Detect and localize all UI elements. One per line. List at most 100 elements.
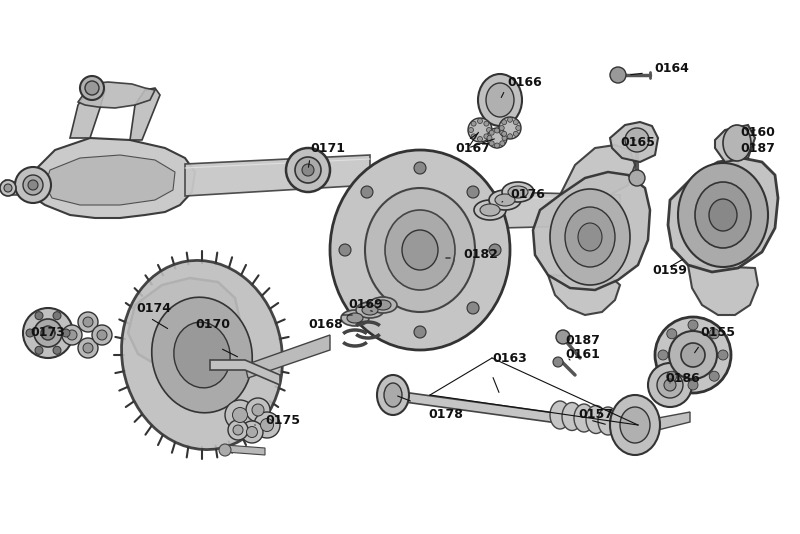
Circle shape xyxy=(225,400,255,430)
Circle shape xyxy=(629,170,645,186)
Circle shape xyxy=(710,329,719,339)
Circle shape xyxy=(414,326,426,338)
Circle shape xyxy=(468,118,492,142)
Circle shape xyxy=(666,329,677,339)
Circle shape xyxy=(15,167,51,203)
Circle shape xyxy=(507,134,513,139)
Circle shape xyxy=(35,312,43,320)
Ellipse shape xyxy=(365,188,475,312)
Circle shape xyxy=(83,317,93,327)
Circle shape xyxy=(489,141,494,146)
Circle shape xyxy=(295,157,321,183)
Circle shape xyxy=(553,357,563,367)
Text: 0187: 0187 xyxy=(565,334,600,347)
Ellipse shape xyxy=(695,182,751,248)
Text: 0163: 0163 xyxy=(492,351,526,365)
Circle shape xyxy=(502,136,507,140)
Ellipse shape xyxy=(678,163,768,267)
Circle shape xyxy=(688,320,698,330)
Ellipse shape xyxy=(362,305,378,315)
Circle shape xyxy=(681,343,705,367)
Circle shape xyxy=(657,372,683,398)
Ellipse shape xyxy=(723,125,751,161)
Circle shape xyxy=(41,326,55,340)
Circle shape xyxy=(494,143,499,148)
Ellipse shape xyxy=(347,313,363,323)
Circle shape xyxy=(500,130,505,135)
Circle shape xyxy=(246,427,258,437)
Text: 0186: 0186 xyxy=(665,372,700,384)
Circle shape xyxy=(688,380,698,390)
Ellipse shape xyxy=(508,186,528,198)
Circle shape xyxy=(484,121,489,126)
Text: 0160: 0160 xyxy=(740,127,775,139)
Circle shape xyxy=(500,141,505,146)
Polygon shape xyxy=(245,335,330,378)
Polygon shape xyxy=(388,390,572,425)
Circle shape xyxy=(361,186,373,198)
Text: 0167: 0167 xyxy=(455,142,490,154)
Ellipse shape xyxy=(174,322,230,388)
Circle shape xyxy=(83,343,93,353)
Circle shape xyxy=(0,180,16,196)
Ellipse shape xyxy=(369,297,397,313)
Text: 0174: 0174 xyxy=(136,302,171,315)
Polygon shape xyxy=(128,278,240,370)
Ellipse shape xyxy=(550,189,630,285)
Polygon shape xyxy=(548,275,620,315)
Circle shape xyxy=(666,371,677,381)
Ellipse shape xyxy=(489,190,521,210)
Circle shape xyxy=(62,325,82,345)
Polygon shape xyxy=(225,445,265,455)
Ellipse shape xyxy=(384,383,402,407)
Circle shape xyxy=(219,444,231,456)
Ellipse shape xyxy=(425,236,461,280)
Circle shape xyxy=(486,128,491,132)
Circle shape xyxy=(34,319,62,347)
Circle shape xyxy=(467,302,479,314)
Circle shape xyxy=(610,67,626,83)
Circle shape xyxy=(487,128,507,148)
Ellipse shape xyxy=(486,83,514,117)
Circle shape xyxy=(361,302,373,314)
Circle shape xyxy=(254,412,280,438)
Ellipse shape xyxy=(620,407,650,443)
Circle shape xyxy=(556,330,570,344)
Circle shape xyxy=(494,128,499,133)
Text: 0169: 0169 xyxy=(348,299,382,311)
Text: 0187: 0187 xyxy=(740,142,775,154)
Circle shape xyxy=(664,379,676,391)
Polygon shape xyxy=(533,172,650,290)
Text: 0175: 0175 xyxy=(265,413,300,427)
Ellipse shape xyxy=(610,395,660,455)
Ellipse shape xyxy=(574,404,594,432)
Text: 0161: 0161 xyxy=(565,349,600,362)
Polygon shape xyxy=(715,125,755,162)
Circle shape xyxy=(655,317,731,393)
Polygon shape xyxy=(420,190,620,230)
Circle shape xyxy=(502,131,506,136)
Ellipse shape xyxy=(709,199,737,231)
Circle shape xyxy=(28,180,38,190)
Text: 0164: 0164 xyxy=(654,61,689,75)
Circle shape xyxy=(53,312,61,320)
Ellipse shape xyxy=(152,297,252,413)
Circle shape xyxy=(302,164,314,176)
Circle shape xyxy=(233,425,243,435)
Circle shape xyxy=(499,117,521,139)
Polygon shape xyxy=(668,158,778,272)
Text: 0176: 0176 xyxy=(510,189,545,201)
Circle shape xyxy=(471,134,476,139)
Circle shape xyxy=(718,350,728,360)
Polygon shape xyxy=(210,360,280,385)
Text: 0168: 0168 xyxy=(308,318,342,332)
Text: 0157: 0157 xyxy=(578,409,613,421)
Circle shape xyxy=(97,330,107,340)
Circle shape xyxy=(233,407,247,422)
Circle shape xyxy=(484,134,489,139)
Circle shape xyxy=(414,162,426,174)
Circle shape xyxy=(499,125,504,130)
Text: 0171: 0171 xyxy=(310,142,345,154)
Circle shape xyxy=(261,419,274,431)
Circle shape xyxy=(241,421,263,443)
